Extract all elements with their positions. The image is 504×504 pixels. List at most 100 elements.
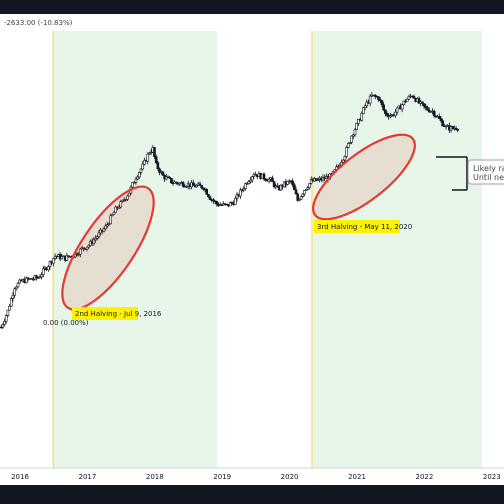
top-toolbar <box>0 0 504 14</box>
candle <box>107 222 111 227</box>
candle <box>40 272 43 280</box>
candle <box>104 223 107 231</box>
price-level-label: 0.00 (0.00%) <box>43 319 89 327</box>
candle <box>47 265 50 272</box>
candle <box>298 198 301 202</box>
candle <box>368 94 372 107</box>
candles <box>0 92 460 329</box>
candle <box>294 186 298 195</box>
candle <box>350 135 353 145</box>
candle <box>138 171 141 180</box>
x-tick-label: 2018 <box>146 473 164 481</box>
candle <box>156 160 160 171</box>
candle <box>195 184 198 188</box>
candle <box>126 194 129 201</box>
candle <box>439 115 443 123</box>
candle <box>41 265 45 278</box>
candle <box>18 278 21 284</box>
candle <box>299 195 303 200</box>
candle <box>52 258 55 267</box>
candle <box>362 107 365 115</box>
candle <box>94 235 97 243</box>
candle <box>92 236 96 246</box>
candle <box>229 201 232 207</box>
candle <box>293 182 296 191</box>
candle <box>13 287 16 299</box>
candle <box>65 252 69 261</box>
candle <box>272 180 276 189</box>
candle <box>85 246 89 252</box>
candle <box>15 285 18 291</box>
candle <box>296 192 300 202</box>
candle <box>380 100 384 108</box>
candle <box>360 111 364 122</box>
candle <box>112 211 116 215</box>
candle <box>316 177 320 182</box>
candle <box>424 103 428 111</box>
shaded-period-1 <box>311 31 483 468</box>
halving-lines <box>52 31 313 468</box>
bottom-toolbar <box>0 485 504 504</box>
note-box <box>467 159 504 185</box>
candle <box>239 187 242 199</box>
candle <box>131 182 134 189</box>
candle <box>421 101 424 106</box>
candle <box>127 192 131 197</box>
candle <box>309 176 313 185</box>
candle <box>132 181 136 184</box>
candle <box>48 260 52 270</box>
x-tick-label: 2017 <box>78 473 96 481</box>
candle <box>143 157 146 166</box>
halving-3-label: 3rd Halving - May 11, 2020 <box>317 223 412 231</box>
candle <box>185 185 188 189</box>
candle <box>141 161 144 171</box>
candle <box>9 296 13 307</box>
candle <box>234 195 237 205</box>
candle <box>363 104 367 111</box>
candle <box>111 213 114 217</box>
candle <box>240 188 244 193</box>
candle <box>202 187 205 191</box>
halving-2-tag <box>72 307 138 320</box>
candle <box>279 184 283 192</box>
header-strip <box>0 14 504 31</box>
candle <box>161 170 165 176</box>
candle <box>426 105 429 111</box>
candle <box>378 97 382 104</box>
candle <box>385 111 389 118</box>
note-line-1: Likely ran <box>473 164 504 173</box>
candle <box>267 176 271 184</box>
candle <box>149 149 153 155</box>
candle <box>154 154 158 164</box>
candle <box>405 98 409 102</box>
candle <box>36 276 40 279</box>
candle <box>207 193 210 198</box>
candle <box>79 247 82 258</box>
candle <box>168 176 171 180</box>
candle <box>422 103 426 110</box>
highlight-ellipse-2017 <box>61 185 155 311</box>
candle <box>11 292 15 302</box>
candle <box>308 183 311 190</box>
candle <box>87 244 91 249</box>
candle <box>117 204 121 210</box>
candle <box>164 173 168 181</box>
candle <box>276 182 279 188</box>
candle <box>170 177 173 184</box>
candle <box>109 213 112 225</box>
candle <box>153 147 156 159</box>
candle <box>8 304 11 311</box>
candle <box>124 198 128 202</box>
halving-3-tag <box>314 220 400 233</box>
candle <box>215 200 219 207</box>
x-tick-label: 2019 <box>213 473 231 481</box>
candle <box>25 276 28 284</box>
candle <box>31 276 35 282</box>
candle <box>175 181 178 185</box>
candle <box>395 107 399 115</box>
shaded-periods <box>53 31 483 468</box>
candle <box>441 118 444 127</box>
candle <box>119 199 123 209</box>
